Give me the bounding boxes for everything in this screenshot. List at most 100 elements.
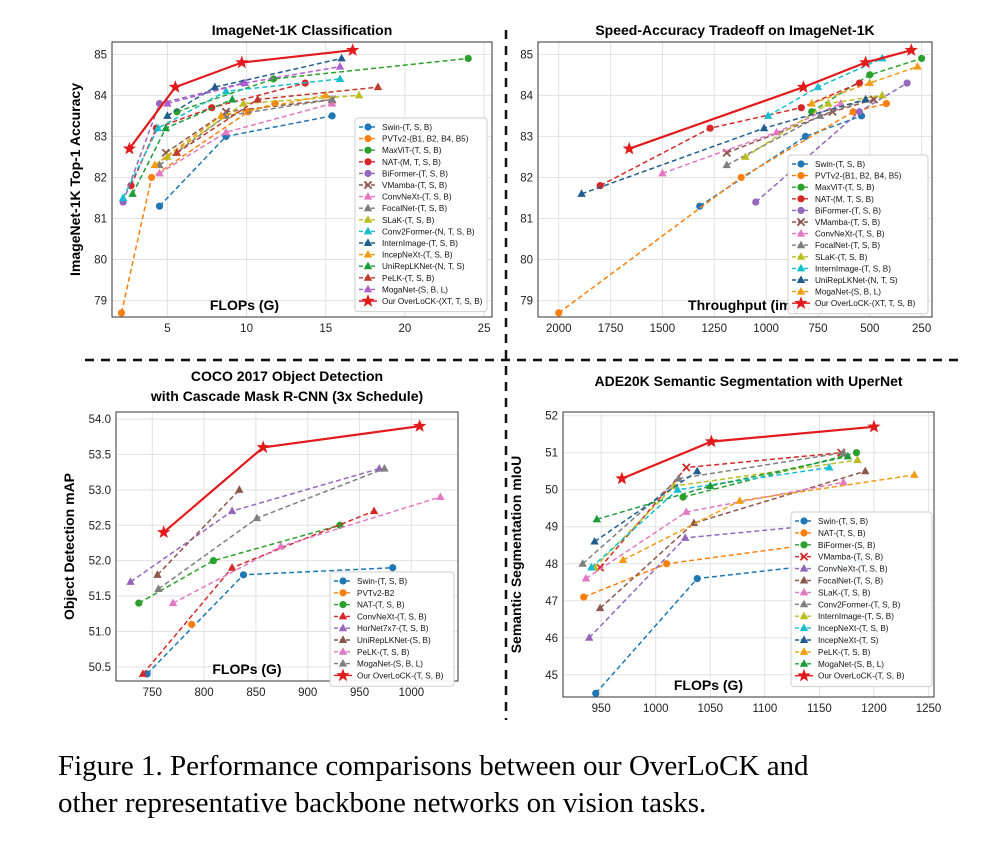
series-BiFormer-(T, S, B) [752,79,911,206]
data-point [796,80,811,93]
legend-marker [339,589,347,597]
x-tick-label: 900 [298,687,317,699]
legend-marker [338,647,348,655]
series-Our OverLoCK-(T, S, B) [615,419,881,485]
legend-marker [799,623,809,632]
series-line [167,57,342,117]
legend-label: PVTv2-B2 [357,589,395,598]
y-tick-label: 84 [94,90,107,102]
data-point [722,160,731,169]
legend-marker [336,668,350,682]
plot-frame [111,41,493,318]
legend-label: NAT-(T, S, B) [357,601,405,610]
series-Our OverLoCK-(XT, T, S, B) [122,43,360,155]
y-tick-label: 83 [520,131,533,143]
legend: Swin-(T, S, B) PVTv2-(B1, B2, B4, B5) MaxV… [787,154,929,315]
legend-marker [339,601,347,609]
legend-marker [797,160,805,168]
data-point [354,90,364,99]
data-point [464,54,472,63]
legend-marker [799,599,809,608]
x-tick-label: 1050 [698,703,724,715]
y-tick-label: 53.5 [89,449,111,461]
data-point [673,485,682,493]
legend: Swin-(T, S, B) NAT-(T, S, B) BiFormer-(S, … [790,511,933,688]
data-point [369,506,379,515]
data-point [592,689,600,697]
data-point [587,562,596,571]
legend-marker [794,296,808,309]
x-tick-label: 1000 [399,687,425,699]
series-MogaNet-(S, B, L) [154,464,389,592]
data-point [227,506,237,515]
data-point [674,474,683,482]
data-point [693,466,702,475]
series-SLaK-(T, S, B) [741,90,887,160]
legend-marker [796,240,806,249]
series-PVTv2-B2 [188,620,196,628]
data-point [163,111,172,119]
data-point [615,471,629,485]
chart-title: ADE20K Semantic Segmentation with UperNe… [594,373,902,389]
data-point [321,90,330,99]
legend-label: PeLK-(T, S, B) [818,648,871,657]
legend-label: PeLK-(T, S, B) [382,274,435,283]
legend-label: Our OverLoCK-(T, S, B) [357,671,444,680]
y-tick-label: 45 [545,670,558,682]
legend-label: UniRepLKNet-(N, T, S) [815,276,898,285]
legend-marker [339,577,347,585]
x-tick-label: 15 [319,323,332,335]
data-point [843,451,852,460]
legend-label: SLaK-(T, S, B) [818,588,871,597]
data-point [168,598,178,607]
legend-label: UniRepLKNet-(N, T, S) [382,262,465,271]
series-line [811,65,918,105]
series-line [767,57,883,117]
series-ConvNeXt-(T, S, B) [138,506,379,677]
legend-label: BiFormer-(T, S, B) [815,206,881,215]
series-Our OverLoCK-(T, S, B) [157,419,427,538]
data-point [228,94,237,103]
data-point [188,620,196,628]
data-point [380,464,389,472]
legend-label: InternImage-(T, S, B) [818,612,894,621]
data-point [580,593,588,601]
legend-marker [363,180,373,190]
plot-frame [537,41,933,318]
data-point [217,111,226,119]
data-point [138,669,148,677]
x-tick-label: 20 [399,323,412,335]
legend-marker [797,183,805,191]
legend-marker [796,252,806,260]
data-point [828,107,837,117]
data-point [577,189,586,197]
legend-label: FocalNet-(T, S, B) [382,204,447,213]
data-point [859,55,873,69]
legend-marker [799,635,809,643]
y-tick-label: 52 [545,411,558,423]
legend-marker [799,552,809,561]
x-tick-label: 25 [478,323,491,335]
data-point [861,466,870,475]
legend-marker [796,229,806,237]
data-point [682,507,691,515]
data-point [797,104,805,112]
legend-marker [338,659,348,667]
x-tick-label: 1000 [753,323,779,335]
legend-label: UniRepLKNet-(S, B) [357,636,431,645]
y-tick-label: 47 [545,596,558,608]
data-point [163,98,172,107]
x-axis-label: FLOPs (G) [210,297,279,313]
series-InternImage-(T, S, B) [163,53,346,119]
x-axis-label: FLOPs (G) [212,661,281,677]
series-IncepNeXt-(T, S, B) [587,462,834,571]
data-point [882,99,890,108]
y-tick-label: 79 [94,296,107,308]
legend-label: InternImage-(T, S, B) [382,239,458,248]
legend-label: IncepNeXt-(T, S, B) [818,624,889,633]
data-point [122,141,137,155]
data-point [155,168,164,177]
legend-marker [799,647,809,655]
series-line [122,78,341,199]
series-SLaK-(T, S, B) [163,90,364,160]
